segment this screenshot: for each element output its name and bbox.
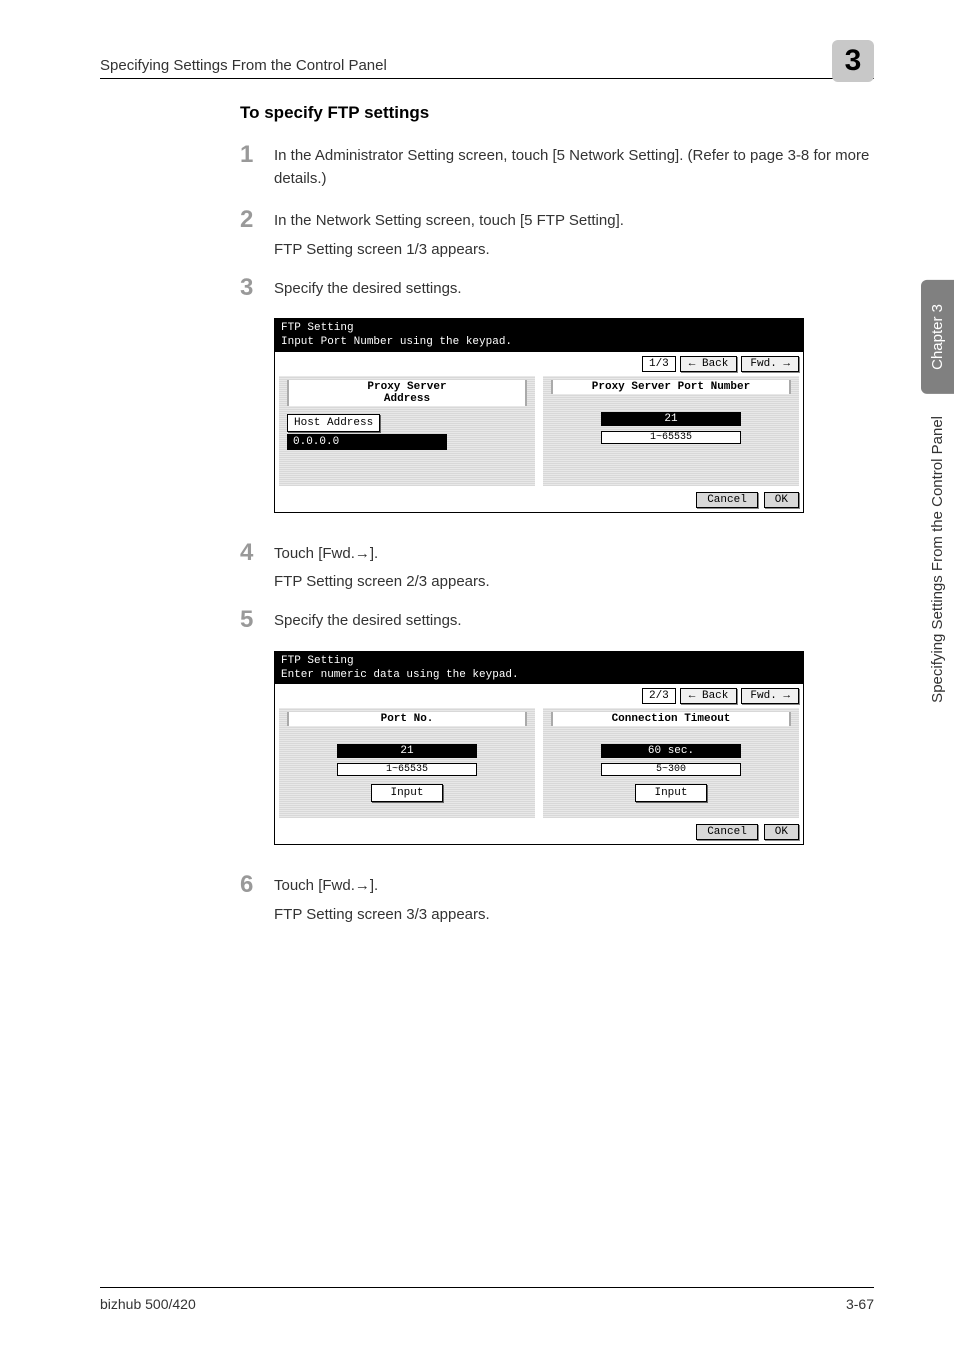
step-subtext: FTP Setting screen 2/3 appears. xyxy=(274,573,874,590)
header-title: Specifying Settings From the Control Pan… xyxy=(100,57,387,74)
page-footer: bizhub 500/420 3-67 xyxy=(100,1287,874,1312)
section-tab: Specifying Settings From the Control Pan… xyxy=(921,406,954,713)
lcd-body: 1/3 ← Back Fwd. → Proxy Server Address H… xyxy=(275,352,803,512)
timeout-range: 5~300 xyxy=(601,763,741,776)
lcd-right-col: Proxy Server Port Number 21 1~65535 xyxy=(543,376,799,486)
step-text: Touch [Fwd.→]. xyxy=(274,541,378,566)
lcd-nav-row: 1/3 ← Back Fwd. → xyxy=(279,356,799,372)
port-value: 21 xyxy=(601,412,741,426)
lcd-title-line2: Enter numeric data using the keypad. xyxy=(281,668,797,682)
lcd-title-line1: FTP Setting xyxy=(281,654,797,668)
fwd-button[interactable]: Fwd. → xyxy=(741,356,799,372)
cancel-button[interactable]: Cancel xyxy=(696,824,758,840)
cancel-button[interactable]: Cancel xyxy=(696,492,758,508)
lcd-right-col: Connection Timeout 60 sec. 5~300 Input xyxy=(543,708,799,818)
step-number: 3 xyxy=(240,276,274,301)
lcd-nav-row: 2/3 ← Back Fwd. → xyxy=(279,688,799,704)
lcd-columns: Port No. 21 1~65535 Input Connection Tim… xyxy=(279,708,799,818)
footer-right: 3-67 xyxy=(846,1296,874,1312)
lcd-title-line2: Input Port Number using the keypad. xyxy=(281,335,797,349)
step-text: Specify the desired settings. xyxy=(274,608,462,633)
side-tabs: Chapter 3 Specifying Settings From the C… xyxy=(921,280,954,713)
ok-button[interactable]: OK xyxy=(764,824,799,840)
step-number: 2 xyxy=(240,208,274,233)
lcd-title: FTP Setting Input Port Number using the … xyxy=(275,319,803,352)
port-value: 21 xyxy=(337,744,477,758)
lcd-right-header: Proxy Server Port Number xyxy=(551,380,791,394)
chapter-number-box: 3 xyxy=(832,40,874,82)
chapter-tab: Chapter 3 xyxy=(921,280,954,394)
back-button[interactable]: ← Back xyxy=(680,356,738,372)
port-range: 1~65535 xyxy=(601,431,741,444)
lcd-value-box: 60 sec. 5~300 Input xyxy=(551,740,791,802)
step-subtext: FTP Setting screen 1/3 appears. xyxy=(274,241,874,258)
lcd-panel-2: FTP Setting Enter numeric data using the… xyxy=(274,651,804,846)
step-text: Touch [Fwd.→]. xyxy=(274,873,378,898)
host-address-value: 0.0.0.0 xyxy=(287,434,447,450)
lcd-title: FTP Setting Enter numeric data using the… xyxy=(275,652,803,685)
ok-button[interactable]: OK xyxy=(764,492,799,508)
page-header: Specifying Settings From the Control Pan… xyxy=(100,40,874,79)
step-2: 2 In the Network Setting screen, touch [… xyxy=(240,208,874,233)
lcd-panel-1: FTP Setting Input Port Number using the … xyxy=(274,318,804,513)
footer-left: bizhub 500/420 xyxy=(100,1296,196,1312)
step-3: 3 Specify the desired settings. xyxy=(240,276,874,301)
step-number: 1 xyxy=(240,143,274,190)
lcd-value-box: 21 1~65535 Input xyxy=(287,740,527,802)
section-title: To specify FTP settings xyxy=(240,103,874,123)
input-button[interactable]: Input xyxy=(635,784,706,802)
lcd-columns: Proxy Server Address Host Address 0.0.0.… xyxy=(279,376,799,486)
host-address-button[interactable]: Host Address xyxy=(287,414,380,432)
step-6: 6 Touch [Fwd.→]. xyxy=(240,873,874,898)
back-button[interactable]: ← Back xyxy=(680,688,738,704)
step-text: In the Administrator Setting screen, tou… xyxy=(274,143,874,190)
lcd-left-col: Port No. 21 1~65535 Input xyxy=(279,708,535,818)
lcd-bottom-row: Cancel OK xyxy=(279,492,799,508)
step-5: 5 Specify the desired settings. xyxy=(240,608,874,633)
step-1: 1 In the Administrator Setting screen, t… xyxy=(240,143,874,190)
lcd-bottom-row: Cancel OK xyxy=(279,824,799,840)
step-4: 4 Touch [Fwd.→]. xyxy=(240,541,874,566)
input-button[interactable]: Input xyxy=(371,784,442,802)
lcd-value-box: 21 1~65535 xyxy=(551,408,791,444)
port-range: 1~65535 xyxy=(337,763,477,776)
lcd-left-header: Proxy Server Address xyxy=(287,380,527,406)
step-subtext: FTP Setting screen 3/3 appears. xyxy=(274,906,874,923)
lcd-left-header: Port No. xyxy=(287,712,527,726)
timeout-value: 60 sec. xyxy=(601,744,741,758)
lcd-body: 2/3 ← Back Fwd. → Port No. 21 1~65535 In… xyxy=(275,684,803,844)
lcd-left-col: Proxy Server Address Host Address 0.0.0.… xyxy=(279,376,535,486)
step-number: 4 xyxy=(240,541,274,566)
lcd-page-indicator: 1/3 xyxy=(642,356,676,372)
fwd-button[interactable]: Fwd. → xyxy=(741,688,799,704)
lcd-right-header: Connection Timeout xyxy=(551,712,791,726)
lcd-title-line1: FTP Setting xyxy=(281,321,797,335)
step-number: 5 xyxy=(240,608,274,633)
lcd-page-indicator: 2/3 xyxy=(642,688,676,704)
step-number: 6 xyxy=(240,873,274,898)
step-text: Specify the desired settings. xyxy=(274,276,462,301)
step-text: In the Network Setting screen, touch [5 … xyxy=(274,208,624,233)
